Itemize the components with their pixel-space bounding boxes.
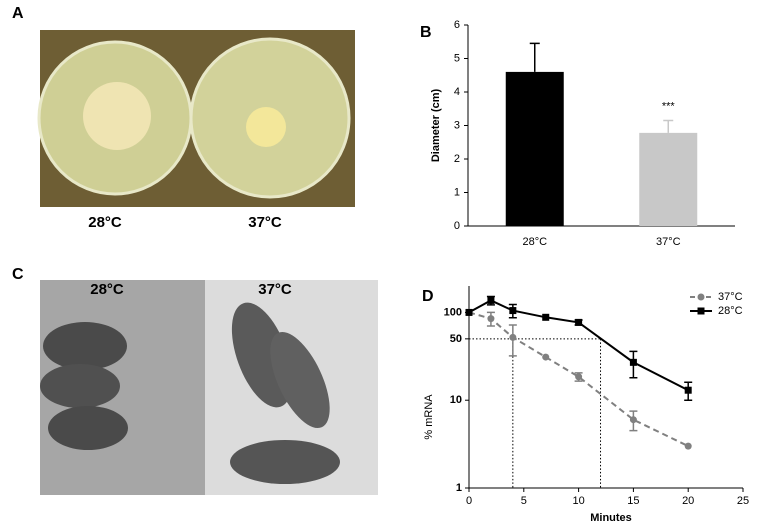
marker	[487, 315, 495, 323]
y-tick-label: 3	[454, 119, 460, 131]
x-tick-label: 37°C	[656, 236, 681, 248]
legend-marker	[697, 293, 705, 301]
marker	[509, 333, 517, 341]
y-tick-label: 100	[444, 306, 462, 318]
marker	[684, 386, 692, 394]
x-tick-label: 15	[627, 495, 639, 507]
marker	[629, 416, 637, 424]
x-tick-label: 10	[572, 495, 584, 507]
y-tick-label: 10	[450, 394, 462, 406]
panel-label: C	[12, 266, 24, 283]
x-tick-label: 28°C	[522, 236, 547, 248]
photo-label: 37°C	[258, 281, 292, 298]
y-tick-label: 50	[450, 333, 462, 345]
y-tick-label: 4	[454, 86, 460, 98]
y-tick-label: 5	[454, 52, 460, 64]
error-bar	[663, 119, 674, 133]
photo-c	[40, 280, 378, 495]
bar	[505, 71, 564, 227]
photo-label: 28°C	[90, 281, 124, 298]
x-tick-label: 5	[521, 495, 527, 507]
x-tick-label: 25	[737, 495, 749, 507]
panel-label: A	[12, 5, 24, 22]
marker	[542, 353, 550, 361]
annotation: ***	[662, 100, 676, 112]
marker	[575, 318, 583, 326]
x-axis-label: Minutes	[590, 512, 632, 524]
marker	[542, 313, 550, 321]
marker	[509, 307, 517, 315]
photo-label: 37°C	[248, 214, 282, 231]
panel-label: B	[420, 24, 432, 41]
x-tick-label: 20	[682, 495, 694, 507]
y-tick-label: 0	[454, 220, 460, 232]
y-axis-label: Diameter (cm)	[430, 88, 442, 162]
marker	[487, 296, 495, 304]
y-tick-label: 6	[454, 19, 460, 31]
x-tick-label: 0	[466, 495, 472, 507]
marker	[465, 308, 473, 316]
bar	[639, 132, 698, 226]
legend-label: 37°C	[718, 291, 743, 303]
marker	[629, 358, 637, 366]
photo-a	[37, 30, 355, 207]
legend-marker	[697, 307, 705, 315]
error-bar	[529, 42, 540, 72]
y-tick-label: 2	[454, 153, 460, 165]
y-tick-label: 1	[456, 482, 462, 494]
photo-label: 28°C	[88, 214, 122, 231]
panel-label: D	[422, 288, 434, 305]
y-tick-label: 1	[454, 186, 460, 198]
legend-label: 28°C	[718, 305, 743, 317]
y-axis-label: % mRNA	[423, 394, 435, 440]
marker	[684, 442, 692, 450]
marker	[575, 373, 583, 381]
